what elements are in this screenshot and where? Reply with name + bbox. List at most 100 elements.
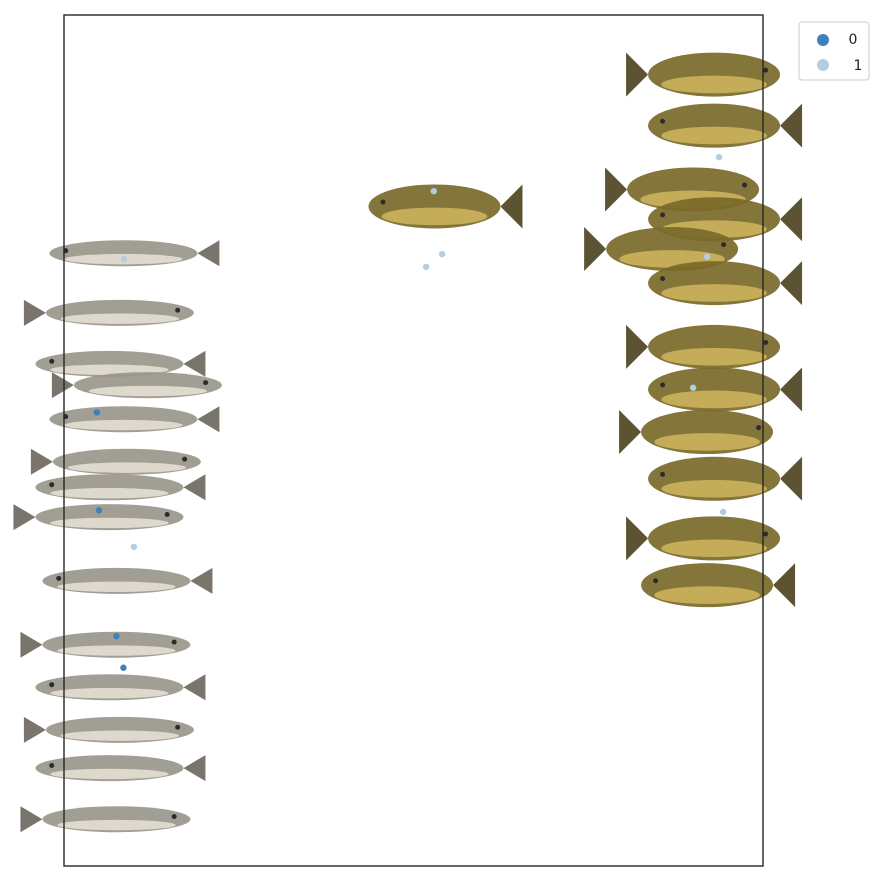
fish-belly [57,581,176,592]
series-1-point [422,263,430,271]
fish-tail [183,755,206,782]
sturgeon-thumbnail [13,504,184,531]
fish-eye [171,814,177,820]
fish-tail [780,261,803,306]
sturgeon-thumbnail [49,240,220,267]
thumbnail-layer [13,52,803,833]
fish-tail [13,504,36,531]
fish-tail [190,567,213,594]
sturgeon-thumbnail [35,350,206,377]
sturgeon-thumbnail [42,567,213,594]
fish-tail [30,448,53,475]
tench-thumbnail [626,52,781,97]
fish-belly [88,385,208,397]
tench-thumbnail [584,227,739,272]
fish-tail [626,52,649,97]
fish-belly [50,687,169,699]
fish-eye [763,531,769,537]
fish-tail [183,350,206,377]
fish-tail [773,563,796,608]
fish-eye [164,511,170,517]
fish-belly [64,419,183,431]
fish-tail [780,456,803,501]
series-0-point [95,507,103,514]
tench-thumbnail [641,563,796,608]
fish-belly [57,819,176,831]
fish-eye [175,724,181,730]
sturgeon-thumbnail [30,448,201,475]
series-1-point [120,256,128,263]
fish-belly [661,284,767,302]
fish-eye [182,456,188,462]
fish-tail [23,299,46,326]
sturgeon-thumbnail [51,372,222,399]
fish-belly [60,313,180,324]
fish-eye [660,118,666,124]
fish-eye [653,578,659,584]
fish-eye [763,339,769,345]
sturgeon-thumbnail [35,674,206,701]
fish-tail [23,716,46,743]
fish-eye [742,182,748,188]
legend-label-0: 0 [849,32,858,48]
sturgeon-thumbnail [20,631,191,658]
fish-tail [605,167,628,212]
series-1-point [719,508,727,516]
fish-belly [661,75,767,94]
series-1-point [130,543,138,551]
fish-eye [721,242,727,248]
fish-belly [57,645,176,656]
fish-belly [381,207,488,226]
series-1-point [715,153,723,161]
legend: 0 1 [798,21,870,81]
tench-thumbnail [648,367,803,412]
fish-tail [626,516,649,561]
sturgeon-thumbnail [23,716,194,743]
sturgeon-thumbnail [23,299,194,326]
series-1-point [438,250,446,258]
fish-eye [763,67,769,73]
series-1-point [703,253,711,260]
fish-belly [661,479,767,498]
legend-box [798,21,870,81]
fish-tail [20,806,43,833]
fish-eye [49,358,55,364]
fish-belly [661,126,767,145]
fish-tail [20,631,43,658]
legend-swatch-1 [817,59,829,71]
series-1-point [689,384,697,391]
fish-tail [500,184,523,229]
fish-tail [183,474,206,501]
tench-thumbnail [648,456,803,501]
fish-tail [780,197,803,242]
series-0-point [93,409,101,416]
fish-eye [203,380,209,386]
tench-thumbnail [368,184,523,229]
tench-thumbnail [648,103,803,148]
sturgeon-thumbnail [49,406,220,433]
fish-tail [197,240,220,267]
legend-swatch-0 [817,34,829,46]
fish-belly [661,390,767,409]
fish-eye [56,575,62,581]
fish-tail [626,324,649,369]
fish-eye [49,763,55,769]
sturgeon-thumbnail [35,755,206,782]
tench-thumbnail [626,516,781,561]
sturgeon-thumbnail [20,806,191,833]
axes-frame [63,14,764,867]
point-layer [93,153,727,671]
fish-tail [780,367,803,412]
fish-tail [51,372,74,399]
fish-eye [660,212,666,218]
fish-eye [380,199,386,205]
tench-thumbnail [648,261,803,306]
fish-eye [660,382,666,388]
fish-belly [50,768,169,780]
series-0-point [113,633,120,640]
fish-tail [584,227,607,272]
fish-eye [175,307,181,313]
fish-belly [654,586,760,604]
series-0-point [120,664,127,671]
fish-eye [756,425,762,431]
